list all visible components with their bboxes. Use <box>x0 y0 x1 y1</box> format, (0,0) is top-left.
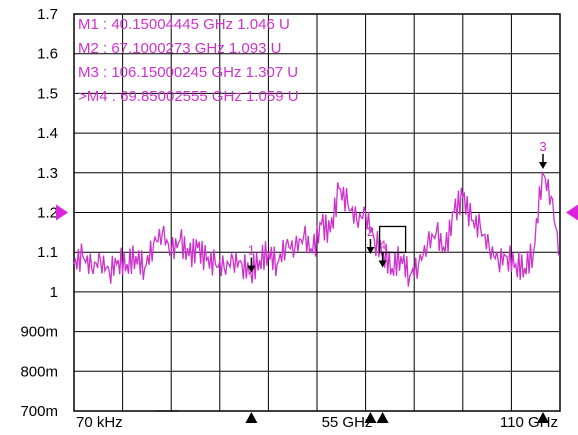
y-tick-label: 700m <box>20 403 58 420</box>
y-tick-label: 1.2 <box>37 205 58 222</box>
y-tick-label: 1.6 <box>37 46 58 63</box>
y-tick-label: 1.5 <box>37 85 58 102</box>
y-tick-label: 900m <box>20 324 58 341</box>
marker-readout-2: M2 : 67.1000273 GHz 1.093 U <box>78 40 281 57</box>
marker-2: 2 <box>364 224 377 423</box>
grid-lines <box>74 14 560 411</box>
trace-line <box>73 170 561 287</box>
y-tick-label: 800m <box>20 363 58 380</box>
y-tick-label: 1.7 <box>37 6 58 23</box>
marker-1: 1 <box>245 243 258 423</box>
marker-arrow-head <box>247 265 256 273</box>
y-tick-label: 1 <box>50 284 58 301</box>
x-tick-label: 70 kHz <box>76 414 123 431</box>
y-tick-label: 1.1 <box>37 244 58 261</box>
marker-3: 3 <box>536 139 549 423</box>
marker-axis-triangle <box>376 412 389 423</box>
marker-readout-3: M3 : 106.15000245 GHz 1.307 U <box>78 64 298 81</box>
marker-number: 3 <box>539 139 546 154</box>
marker-arrow-head <box>378 260 387 268</box>
x-tick-label: 55 GHz <box>322 414 373 431</box>
marker-number: 2 <box>367 224 374 239</box>
marker-arrow-head <box>366 246 375 254</box>
marker-axis-triangle <box>536 412 549 423</box>
reference-level-arrows <box>56 204 578 221</box>
y-tick-label: 1.4 <box>37 125 58 142</box>
trace-area <box>73 170 561 287</box>
marker-axis-triangle <box>364 412 377 423</box>
marker-readout-4: >M4 : 69.85002555 GHz 1.059 U <box>78 88 299 105</box>
reference-arrow-right <box>566 204 578 221</box>
marker-readout-list: M1 : 40.15004445 GHz 1.046 U M2 : 67.1000… <box>78 16 299 105</box>
y-tick-label: 1.3 <box>37 165 58 182</box>
x-tick-label: 110 GHz <box>500 414 558 431</box>
marker-readout-1: M1 : 40.15004445 GHz 1.046 U <box>78 16 290 33</box>
y-tick-labels: 700m 800m 900m 1 1.1 1.2 1.3 1.4 1.5 1.6 1.7 <box>20 6 58 420</box>
marker-4: 4 <box>376 237 389 423</box>
plot-frame <box>73 13 561 412</box>
active-marker-box <box>378 225 407 254</box>
marker-symbols: 1 2 3 4 <box>245 139 549 423</box>
x-tick-labels: 70 kHz 55 GHz 110 GHz <box>76 410 558 431</box>
reference-arrow-left <box>56 204 68 221</box>
marker-number: 1 <box>248 243 255 258</box>
marker-number: 4 <box>379 237 386 252</box>
marker-arrow-head <box>538 162 547 170</box>
marker-axis-triangle <box>245 412 258 423</box>
